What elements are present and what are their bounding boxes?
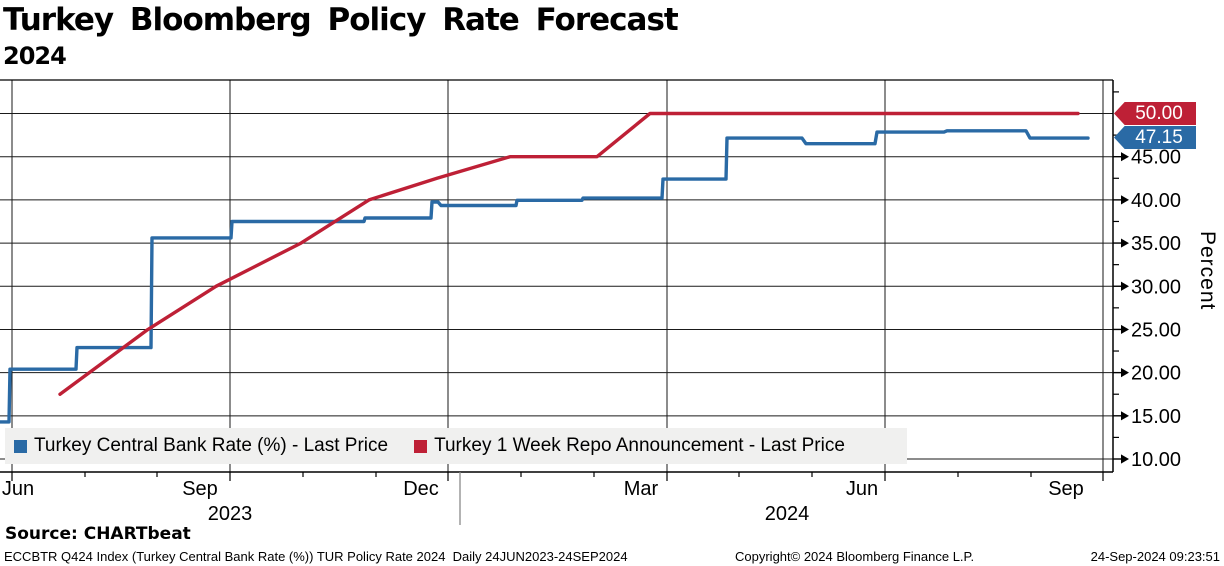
page-title: Turkey Bloomberg Policy Rate Forecast (3, 2, 679, 38)
y-tick-arrow-icon (1121, 411, 1129, 421)
y-tick-arrow-icon (1121, 368, 1129, 378)
page-subtitle: 2024 (3, 42, 67, 70)
y-tick-arrow-icon (1121, 238, 1129, 248)
x-year-label: 2023 (208, 503, 253, 525)
x-month-label: Mar (624, 478, 659, 500)
y-tick-label: 25.00 (1131, 319, 1181, 341)
y-tick-label: 15.00 (1131, 406, 1181, 428)
legend-label: Turkey 1 Week Repo Announcement - Last P… (434, 435, 845, 456)
copyright-text: Copyright© 2024 Bloomberg Finance L.P. (735, 549, 975, 564)
y-tick-label: 45.00 (1131, 147, 1181, 169)
series-central-bank-rate-line (0, 129, 1090, 424)
y-tick-label: 40.00 (1131, 190, 1181, 212)
y-tick-arrow-icon (1121, 195, 1129, 205)
x-month-label: Jun (846, 478, 878, 500)
y-tick-arrow-icon (1121, 454, 1129, 464)
y-tick-label: 10.00 (1131, 449, 1181, 471)
y-tick-label: 20.00 (1131, 363, 1181, 385)
index-description: ECCBTR Q424 Index (Turkey Central Bank R… (4, 549, 628, 564)
timestamp: 24-Sep-2024 09:23:51 (1090, 549, 1220, 564)
chart-legend: Turkey Central Bank Rate (%) - Last Pric… (5, 428, 907, 464)
legend-label: Turkey Central Bank Rate (%) - Last Pric… (34, 435, 389, 456)
y-axis-title: Percent (1196, 231, 1219, 311)
x-month-label: Dec (403, 478, 439, 500)
y-tick-label: 30.00 (1131, 276, 1181, 298)
x-month-label: Sep (1048, 478, 1084, 500)
series-repo-announcement-line (58, 111, 1080, 396)
legend-item-central-bank-rate: Turkey Central Bank Rate (%) - Last Pric… (14, 435, 388, 457)
y-tick-label: 35.00 (1131, 233, 1181, 255)
last-price-flag-central-bank: 47.15 (1114, 126, 1196, 149)
y-tick-arrow-icon (1121, 281, 1129, 291)
x-year-label: 2024 (765, 503, 810, 525)
x-month-label: Sep (182, 478, 218, 500)
y-tick-arrow-icon (1121, 324, 1129, 335)
legend-swatch-red (414, 439, 428, 453)
x-month-label: Jun (2, 478, 34, 500)
last-price-flag-repo: 50.00 (1114, 102, 1196, 125)
y-tick-arrow-icon (1121, 152, 1129, 162)
legend-item-repo-announcement: Turkey 1 Week Repo Announcement - Last P… (414, 435, 845, 457)
source-line: Source: CHARTbeat (5, 524, 191, 544)
legend-swatch-blue (14, 439, 27, 453)
